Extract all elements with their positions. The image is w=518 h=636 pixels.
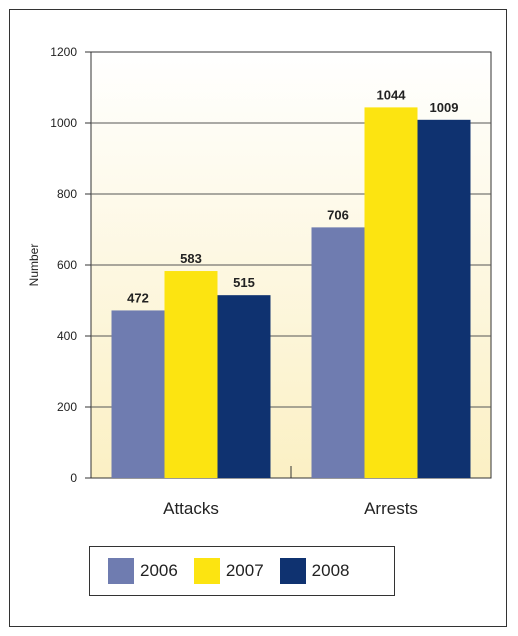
y-tick-label: 1000 <box>50 116 77 130</box>
legend-label: 2007 <box>225 561 264 580</box>
bar-2008-arrests <box>417 119 471 479</box>
y-tick-label: 600 <box>57 258 77 272</box>
data-labels: 472 583 515 706 1044 1009 <box>127 87 458 305</box>
legend: 2006 2007 2008 <box>89 546 395 596</box>
bar-2008-attacks <box>217 295 271 478</box>
legend-item-2006: 2006 <box>108 558 178 584</box>
y-tick-label: 1200 <box>50 45 77 59</box>
bars <box>111 107 471 479</box>
x-category-label: Attacks <box>163 499 219 518</box>
data-label: 472 <box>127 290 149 305</box>
y-tick-label: 0 <box>70 471 77 485</box>
bar-2006-attacks <box>111 310 165 478</box>
bar-2007-attacks <box>164 271 218 478</box>
x-category-label: Arrests <box>364 499 418 518</box>
y-axis-title: Number <box>27 244 41 287</box>
legend-item-2007: 2007 <box>193 558 264 584</box>
legend-swatch <box>108 558 134 584</box>
y-tick-label: 400 <box>57 329 77 343</box>
data-label: 1044 <box>377 87 407 102</box>
legend-item-2008: 2008 <box>279 558 350 584</box>
axes: 0 200 400 600 800 1000 1200 Attacks Arrests <box>50 45 418 518</box>
legend-label: 2008 <box>311 561 350 580</box>
bar-2007-arrests <box>364 107 418 478</box>
data-label: 1009 <box>430 100 459 115</box>
legend-swatch <box>279 558 306 584</box>
bar-2006-arrests <box>311 227 365 478</box>
data-label: 706 <box>327 207 349 222</box>
legend-swatch <box>193 558 220 584</box>
data-label: 515 <box>233 275 255 290</box>
legend-label: 2006 <box>140 561 178 580</box>
data-label: 583 <box>180 251 202 266</box>
y-tick-label: 800 <box>57 187 77 201</box>
y-tick-label: 200 <box>57 400 77 414</box>
